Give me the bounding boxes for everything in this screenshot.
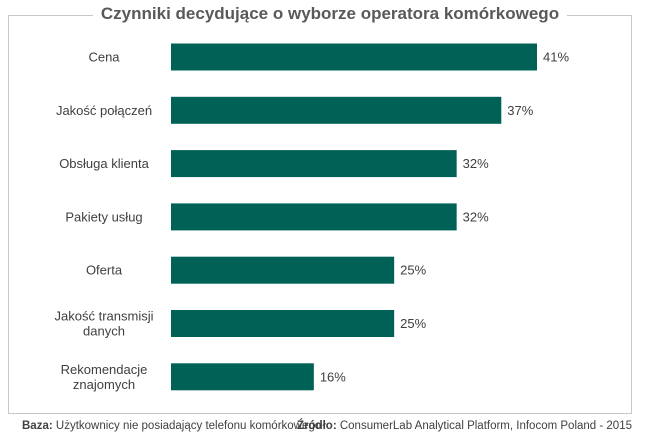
category-label-5: Jakość transmisji danych (55, 309, 154, 339)
value-label-1: 37% (507, 103, 533, 118)
value-label-5: 25% (400, 316, 426, 331)
footer-source-label: Źródło: (297, 420, 337, 432)
category-label-0: Cena (88, 50, 120, 65)
footer-base: Baza: Użytkownicy nie posiadający telefo… (22, 420, 321, 432)
footer-source: Źródło: ConsumerLab Analytical Platform,… (297, 420, 632, 432)
bar-0 (171, 43, 537, 71)
chart-title-wrap: Czynniki decydujące o wyborze operatora … (0, 4, 660, 24)
category-label-4: Oferta (86, 263, 123, 278)
bar-4 (171, 256, 395, 284)
bar-3 (171, 203, 457, 231)
category-label-6: Rekomendacje znajomych (61, 362, 148, 392)
value-label-3: 32% (463, 209, 489, 224)
value-label-0: 41% (543, 50, 569, 65)
chart-title: Czynniki decydujące o wyborze operatora … (92, 4, 568, 23)
bar-1 (171, 96, 502, 124)
category-label-2: Obsługa klienta (59, 156, 149, 171)
value-label-4: 25% (400, 263, 426, 278)
bar-2 (171, 150, 457, 178)
bar-5 (171, 310, 395, 337)
footer-base-text: Użytkownicy nie posiadający telefonu kom… (55, 420, 322, 432)
footer-base-label: Baza: (22, 420, 53, 432)
category-label-3: Pakiety usług (65, 209, 142, 224)
value-label-2: 32% (463, 156, 489, 171)
footer-source-text: ConsumerLab Analytical Platform, Infocom… (339, 420, 632, 432)
category-label-1: Jakość połączeń (56, 103, 152, 118)
value-label-6: 16% (320, 369, 346, 384)
bar-6 (171, 363, 314, 391)
